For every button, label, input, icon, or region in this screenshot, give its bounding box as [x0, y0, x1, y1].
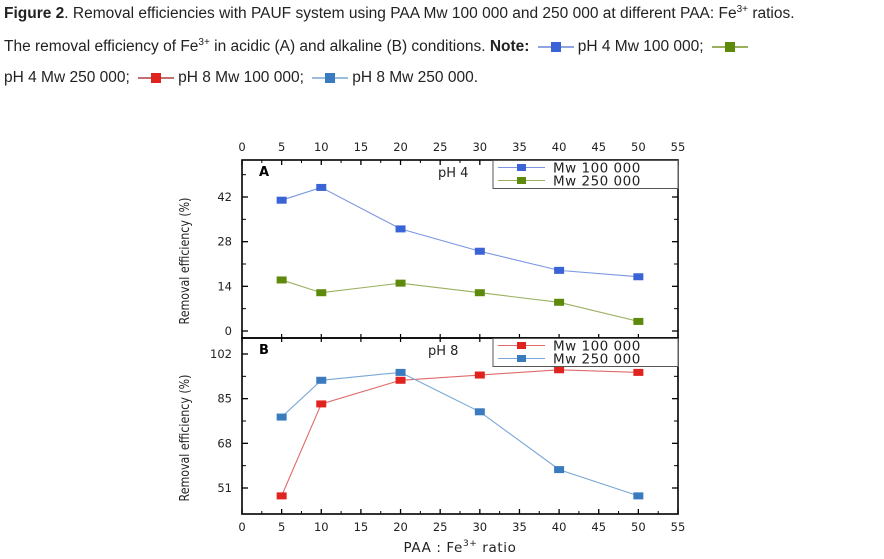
- panel-b-data-point: [633, 368, 644, 376]
- panel-a-ylabel: Removal efficiency (%): [177, 198, 192, 325]
- figure-label: Figure 2: [4, 5, 65, 22]
- legend-swatch-ph4-mw100k: [537, 41, 574, 53]
- panel-a-ytick-label: 14: [217, 279, 232, 293]
- panel-b-data-point: [554, 466, 565, 474]
- panel-b-legend-label: Mw 250 000: [553, 352, 641, 368]
- panel-a-data-point: [276, 276, 287, 284]
- panel-a-legend-marker: [517, 164, 526, 171]
- panel-b-series-line-0: [281, 369, 639, 497]
- panel-b-ytick-label: 85: [217, 392, 232, 406]
- panel-a-legend-marker: [517, 177, 526, 184]
- panel-a-series-line-0: [281, 186, 639, 278]
- panel-a-xtick-label: 30: [472, 140, 487, 154]
- panel-b-data-point: [276, 492, 287, 500]
- panel-a-xtick-label: 40: [552, 140, 567, 154]
- panel-a-xtick-label: 15: [354, 140, 369, 154]
- panel-b-data-point: [474, 408, 485, 416]
- caption-line-2: The removal efficiency of Fe3+ in acidic…: [4, 37, 752, 57]
- panel-b-xtick-label: 20: [393, 520, 408, 534]
- panel-b-legend-marker: [517, 342, 526, 349]
- panel-b-ylabel: Removal efficiency (%): [177, 375, 192, 502]
- panel-a-legend-label: Mw 100 000: [553, 161, 641, 177]
- panel-b-xtick-label: 0: [238, 520, 245, 534]
- panel-b-data-point: [554, 366, 565, 374]
- panel-a-xtick-label: 25: [433, 140, 448, 154]
- panel-a-data-point: [554, 298, 565, 306]
- panel-a-xtick-label: 5: [278, 140, 285, 154]
- panel-a-xtick-label: 0: [238, 140, 245, 154]
- panel-b-legend-marker: [517, 355, 526, 362]
- panel-a-xtick-label: 50: [631, 140, 646, 154]
- panel-a-data-point: [276, 196, 287, 204]
- panel-b-annotation: pH 8: [428, 344, 458, 359]
- panel-a-xtick-label: 35: [512, 140, 527, 154]
- panel-b-data-point: [276, 413, 287, 421]
- panel-a-xtick-label: 55: [671, 140, 686, 154]
- caption-line-3: pH 4 Mw 250 000; pH 8 Mw 100 000; pH 8 M…: [4, 69, 479, 86]
- panel-b-ytick-label: 68: [217, 436, 232, 450]
- legend-swatch-ph8-mw100k: [138, 72, 175, 84]
- note-label: Note:: [489, 38, 530, 55]
- panel-a-series-line-1: [281, 279, 639, 322]
- panel-b-data-point: [474, 371, 485, 379]
- panel-a-data-point: [316, 183, 327, 191]
- panel-b-xtick-label: 40: [552, 520, 567, 534]
- panel-a-data-point: [395, 225, 406, 233]
- caption-line-1: Figure 2. Removal efficiencies with PAUF…: [4, 3, 795, 22]
- panel-a-data-point: [554, 266, 565, 274]
- panel-b-xtick-label: 45: [591, 520, 606, 534]
- panel-a-xtick-label: 10: [314, 140, 329, 154]
- panel-a-annotation: pH 4: [438, 166, 468, 181]
- panel-b-ytick-label: 51: [217, 481, 232, 495]
- panel-b-xtick-label: 50: [631, 520, 646, 534]
- panel-a-data-point: [633, 317, 644, 325]
- panel-a-data-point: [316, 289, 327, 297]
- x-axis-title: PAA : Fe3+ ratio: [404, 539, 517, 556]
- panel-a-data-point: [633, 273, 644, 281]
- panel-b-xtick-label: 25: [433, 520, 448, 534]
- panel-b-xtick-label: 15: [354, 520, 369, 534]
- panel-a-data-point: [474, 289, 485, 297]
- panel-b-series-line-1: [281, 371, 639, 497]
- panel-a-ytick-label: 28: [217, 235, 232, 249]
- panel-b-ytick-label: 102: [210, 347, 232, 361]
- panel-a-ytick-label: 0: [225, 324, 232, 338]
- panel-b-xtick-label: 35: [512, 520, 527, 534]
- panel-b-data-point: [395, 376, 406, 384]
- legend-swatch-ph8-mw250k: [312, 72, 349, 84]
- panel-b-xtick-label: 55: [671, 520, 686, 534]
- panel-a-xtick-label: 45: [591, 140, 606, 154]
- panel-a-xtick-label: 20: [393, 140, 408, 154]
- panel-b-xtick-label: 10: [314, 520, 329, 534]
- legend-swatch-ph4-mw250k: [711, 41, 748, 53]
- panel-a-data-point: [395, 279, 406, 287]
- panel-b-data-point: [316, 400, 327, 408]
- panel-a-data-point: [474, 247, 485, 255]
- panel-b-xtick-label: 30: [472, 520, 487, 534]
- panel-b-legend-label: Mw 100 000: [553, 339, 641, 355]
- panel-a-letter: A: [259, 165, 269, 180]
- panel-b-data-point: [395, 368, 406, 376]
- panel-b-xtick-label: 5: [278, 520, 285, 534]
- panel-b-letter: B: [259, 343, 269, 358]
- panel-a-legend-label: Mw 250 000: [553, 174, 641, 190]
- panel-b-data-point: [633, 492, 644, 500]
- panel-b-data-point: [316, 376, 327, 384]
- panel-a-ytick-label: 42: [217, 190, 232, 204]
